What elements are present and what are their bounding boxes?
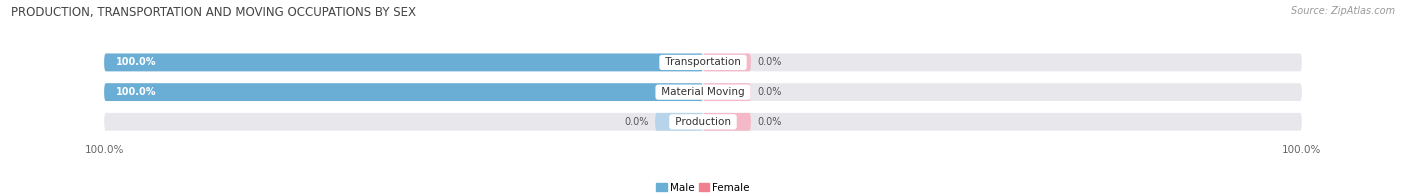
Text: PRODUCTION, TRANSPORTATION AND MOVING OCCUPATIONS BY SEX: PRODUCTION, TRANSPORTATION AND MOVING OC… bbox=[11, 6, 416, 19]
Text: Source: ZipAtlas.com: Source: ZipAtlas.com bbox=[1291, 6, 1395, 16]
Text: Transportation: Transportation bbox=[662, 57, 744, 67]
Text: Material Moving: Material Moving bbox=[658, 87, 748, 97]
FancyBboxPatch shape bbox=[104, 113, 1302, 131]
FancyBboxPatch shape bbox=[655, 113, 703, 131]
FancyBboxPatch shape bbox=[104, 83, 1302, 101]
FancyBboxPatch shape bbox=[104, 54, 703, 71]
Text: 0.0%: 0.0% bbox=[624, 117, 650, 127]
Legend: Male, Female: Male, Female bbox=[652, 178, 754, 196]
FancyBboxPatch shape bbox=[104, 54, 1302, 71]
FancyBboxPatch shape bbox=[703, 54, 751, 71]
Text: 0.0%: 0.0% bbox=[756, 117, 782, 127]
FancyBboxPatch shape bbox=[703, 83, 751, 101]
Text: 100.0%: 100.0% bbox=[117, 87, 156, 97]
Text: 0.0%: 0.0% bbox=[756, 87, 782, 97]
FancyBboxPatch shape bbox=[104, 83, 703, 101]
Text: 100.0%: 100.0% bbox=[117, 57, 156, 67]
Text: Production: Production bbox=[672, 117, 734, 127]
FancyBboxPatch shape bbox=[703, 113, 751, 131]
Text: 0.0%: 0.0% bbox=[756, 57, 782, 67]
